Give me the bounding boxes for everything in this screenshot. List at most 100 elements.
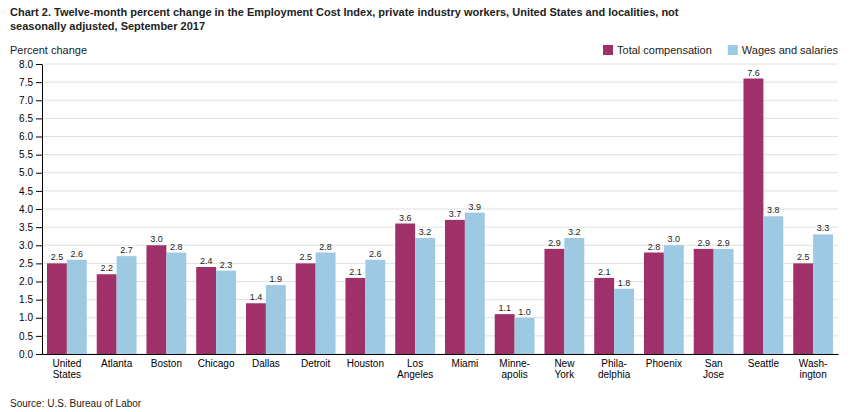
x-tick: Boston [151, 354, 182, 369]
grid-line [42, 227, 838, 228]
data-label: 2.7 [120, 245, 133, 255]
y-tick: 8.0 [19, 59, 42, 70]
legend-swatch [728, 45, 738, 55]
x-tick: Detroit [301, 354, 331, 369]
x-tick-label-line: York [555, 369, 576, 380]
bar [216, 271, 236, 354]
x-tick-label: Atlanta [101, 358, 133, 369]
x-tick-label-line: Los [407, 358, 423, 369]
x-tick-label-line: New [554, 358, 575, 369]
grid-line [42, 154, 838, 155]
y-tick-mark [36, 336, 42, 337]
bar [117, 256, 137, 354]
x-tick: Wash-ington [799, 354, 828, 380]
x-tick-label: Chicago [198, 358, 235, 369]
y-tick-mark [36, 318, 42, 319]
data-label: 3.0 [668, 234, 681, 244]
bar [47, 263, 67, 354]
x-tick-label: Miami [452, 358, 479, 369]
data-label: 2.4 [200, 256, 213, 266]
y-tick-label: 4.5 [19, 186, 33, 197]
y-tick-mark [36, 191, 42, 192]
grid-line [42, 136, 838, 137]
y-tick-label: 0.0 [19, 349, 33, 360]
y-tick: 5.5 [19, 149, 42, 160]
data-label: 2.6 [369, 249, 382, 259]
data-label: 1.0 [518, 307, 531, 317]
x-tick: Miami [452, 354, 479, 369]
x-tick: Houston [347, 354, 384, 369]
y-tick-mark [36, 137, 42, 138]
x-tick-label-line: Wash- [799, 358, 828, 369]
x-tick: Atlanta [101, 354, 133, 369]
bar [694, 249, 714, 354]
data-label: 3.0 [150, 234, 163, 244]
x-tick-label-line: ington [800, 369, 827, 380]
title-line: seasonally adjusted, September 2017 [10, 20, 205, 32]
data-label: 2.3 [220, 260, 233, 270]
y-tick: 6.0 [19, 131, 42, 142]
grid-line [42, 190, 838, 191]
data-label: 2.9 [717, 238, 730, 248]
bar [415, 238, 435, 354]
data-label: 3.8 [767, 205, 780, 215]
bar [246, 303, 266, 354]
y-tick-label: 2.0 [19, 276, 33, 287]
data-label: 1.1 [498, 303, 511, 313]
x-tick-label-line: delphia [598, 369, 631, 380]
bar [594, 278, 614, 354]
y-tick-label: 7.0 [19, 95, 33, 106]
grid-line [42, 100, 838, 101]
bar [296, 263, 316, 354]
y-tick-label: 3.0 [19, 240, 33, 251]
x-tick-label-line: San [705, 358, 723, 369]
bar [664, 245, 684, 354]
bar [813, 234, 833, 354]
x-tick-label-line: Jose [703, 369, 725, 380]
y-tick-mark [36, 282, 42, 283]
bar [266, 285, 286, 354]
x-tick-label: Minne-apolis [499, 358, 530, 380]
bar [146, 245, 166, 354]
y-tick: 3.5 [19, 222, 42, 233]
y-tick-mark [36, 100, 42, 101]
y-tick-mark [36, 245, 42, 246]
y-tick-mark [36, 227, 42, 228]
x-tick-label: Boston [151, 358, 182, 369]
bar [365, 260, 385, 354]
bar [316, 253, 336, 355]
data-label: 2.5 [299, 252, 312, 262]
title: Chart 2. Twelve-month percent change in … [10, 6, 679, 32]
data-label: 3.2 [568, 227, 581, 237]
data-label: 2.9 [697, 238, 710, 248]
y-tick: 7.0 [19, 95, 42, 106]
x-tick: NewYork [554, 354, 575, 380]
x-axis-line [43, 354, 839, 355]
y-tick: 3.0 [19, 240, 42, 251]
y-tick: 5.0 [19, 167, 42, 178]
bar [515, 318, 535, 354]
bar [544, 249, 564, 354]
bar [743, 79, 763, 355]
data-label: 2.2 [100, 263, 113, 273]
data-label: 2.8 [170, 242, 183, 252]
y-axis-line [42, 65, 43, 355]
bar-series [67, 213, 833, 354]
x-tick: Phila-delphia [598, 354, 631, 380]
legend-label: Wages and salaries [742, 44, 839, 56]
x-tick: SanJose [703, 354, 725, 380]
data-label: 2.5 [797, 252, 810, 262]
x-tick-label-line: Dallas [252, 358, 280, 369]
y-axis-label: Percent change [10, 44, 87, 56]
y-tick-label: 6.0 [19, 131, 33, 142]
y-tick: 4.0 [19, 204, 42, 215]
data-label: 3.6 [399, 213, 412, 223]
data-label: 1.9 [270, 274, 283, 284]
data-label: 3.3 [817, 223, 830, 233]
grid-line [42, 82, 838, 83]
data-label: 3.2 [419, 227, 432, 237]
data-label: 2.1 [349, 267, 362, 277]
y-tick-label: 6.5 [19, 113, 33, 124]
x-tick: Dallas [252, 354, 280, 369]
x-tick-label: Dallas [252, 358, 280, 369]
